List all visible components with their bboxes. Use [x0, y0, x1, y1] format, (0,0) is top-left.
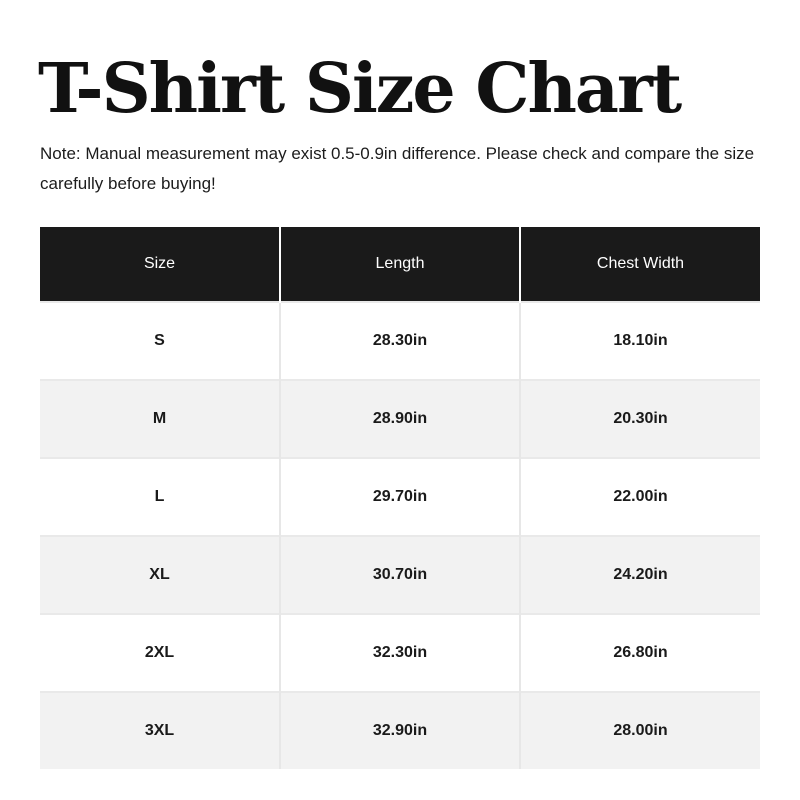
- page-title: T-Shirt Size Chart: [38, 49, 682, 129]
- cell-length: 28.90in: [279, 379, 520, 458]
- cell-size: M: [40, 379, 280, 458]
- cell-size: 3XL: [40, 691, 280, 769]
- cell-size: L: [40, 457, 280, 536]
- cell-chest-width: 18.10in: [519, 301, 760, 380]
- cell-length: 32.30in: [279, 613, 520, 692]
- cell-chest-width: 28.00in: [519, 691, 760, 769]
- cell-size: XL: [40, 535, 280, 614]
- table-row: XL 30.70in 24.20in: [40, 535, 760, 614]
- note-text: Note: Manual measurement may exist 0.5-0…: [40, 139, 800, 199]
- table-row: 3XL 32.90in 28.00in: [40, 691, 760, 769]
- cell-chest-width: 20.30in: [519, 379, 760, 458]
- cell-size: S: [40, 301, 280, 380]
- note-line-2: carefully before buying!: [40, 174, 216, 193]
- table-row: M 28.90in 20.30in: [40, 379, 760, 458]
- table-row: L 29.70in 22.00in: [40, 457, 760, 536]
- column-header-chest-width: Chest Width: [519, 227, 760, 302]
- column-header-length: Length: [279, 227, 520, 302]
- cell-length: 28.30in: [279, 301, 520, 380]
- cell-chest-width: 26.80in: [519, 613, 760, 692]
- note-line-1: Note: Manual measurement may exist 0.5-0…: [40, 144, 755, 163]
- column-header-size: Size: [40, 227, 280, 302]
- table-header: Size Length Chest Width: [40, 227, 760, 302]
- table-row: S 28.30in 18.10in: [40, 301, 760, 380]
- cell-length: 32.90in: [279, 691, 520, 769]
- cell-chest-width: 22.00in: [519, 457, 760, 536]
- table-row: 2XL 32.30in 26.80in: [40, 613, 760, 692]
- cell-chest-width: 24.20in: [519, 535, 760, 614]
- cell-size: 2XL: [40, 613, 280, 692]
- size-chart-table: Size Length Chest Width S 28.30in 18.10i…: [40, 227, 760, 769]
- cell-length: 30.70in: [279, 535, 520, 614]
- header-row: Size Length Chest Width: [40, 227, 760, 302]
- cell-length: 29.70in: [279, 457, 520, 536]
- table-body: S 28.30in 18.10in M 28.90in 20.30in L 29…: [40, 301, 760, 769]
